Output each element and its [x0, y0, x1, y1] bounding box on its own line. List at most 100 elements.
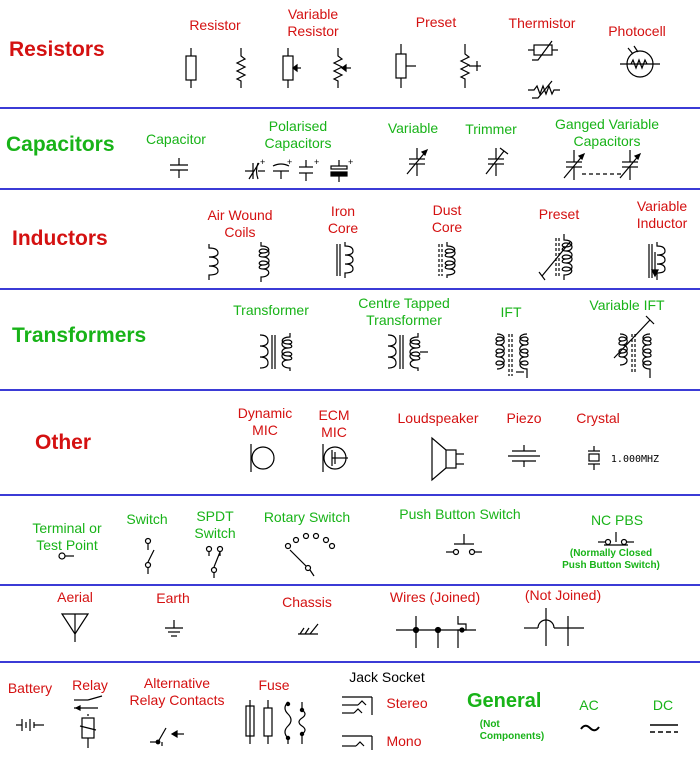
air-wound-coils-label: Air Wound Coils: [207, 207, 273, 240]
ac-symbol: [580, 724, 600, 732]
nc-push-button-symbol: [598, 532, 634, 546]
centre-tapped-transformer-label: Centre Tapped Transformer: [358, 295, 450, 328]
ganged-variable-capacitors-label: Ganged Variable Capacitors: [554, 116, 660, 149]
inductors-heading: Inductors: [12, 227, 108, 250]
earth-label: Earth: [156, 590, 190, 606]
mono-jack-symbol: [342, 735, 373, 750]
alt-relay-contacts-label: Alternative Relay Contacts: [129, 675, 225, 708]
other-heading: Other: [35, 431, 92, 454]
air-coil-loop-symbol: [258, 242, 270, 282]
divider: [0, 389, 700, 391]
transformer-symbol: [259, 333, 293, 371]
variable-resistor-box-symbol: [282, 48, 301, 88]
terminal-label: Terminal or Test Point: [32, 520, 102, 553]
svg-text:+: +: [348, 157, 353, 167]
divider: [0, 188, 700, 190]
divider: [0, 494, 700, 496]
variable-inductor-symbol: [648, 242, 666, 280]
nc-pbs-label: NC PBS: [590, 512, 644, 528]
variable-label: Variable: [387, 120, 439, 136]
dc-symbol: [650, 724, 678, 733]
fuse-label: Fuse: [258, 677, 290, 693]
chassis-symbol: [298, 623, 319, 635]
centre-tapped-transformer-symbol: [387, 333, 428, 371]
preset-inductor-symbol: [538, 234, 573, 281]
push-button-switch-label: Push Button Switch: [399, 506, 521, 522]
svg-text:+: +: [314, 157, 319, 167]
iron-core-label: Iron Core: [327, 203, 359, 236]
mono-label: Mono: [386, 733, 422, 749]
ganged-capacitors-symbol: [563, 150, 642, 180]
spdt-switch-symbol: [205, 545, 224, 578]
trimmer-label: Trimmer: [465, 121, 517, 137]
variable-resistor-zigzag-symbol: [332, 48, 351, 88]
battery-label: Battery: [7, 680, 53, 696]
thermistor-zigzag-symbol: [528, 80, 560, 99]
not-components-label: (Not Components): [479, 719, 545, 742]
resistor-label: Resistor: [189, 17, 241, 33]
capacitors-heading: Capacitors: [6, 133, 115, 156]
preset-zigzag-symbol: [459, 44, 481, 88]
piezo-symbol: [508, 445, 540, 467]
polarised-capacitors-label: Polarised Capacitors: [264, 118, 332, 151]
crystal-symbol: [588, 446, 600, 470]
earth-symbol: [165, 620, 183, 637]
rotary-switch-label: Rotary Switch: [263, 509, 351, 525]
divider: [0, 661, 700, 663]
loudspeaker-symbol: [431, 436, 464, 482]
loudspeaker-label: Loudspeaker: [397, 410, 479, 426]
transformer-label: Transformer: [233, 302, 309, 318]
photocell-symbol: [620, 45, 660, 78]
transformers-heading: Transformers: [12, 324, 147, 347]
divider: [0, 584, 700, 586]
variable-capacitor-symbol: [406, 148, 429, 176]
nc-pbs-note: (Normally Closed Push Button Switch): [562, 548, 660, 571]
not-joined-label: (Not Joined): [524, 587, 602, 603]
trimmer-symbol: [485, 147, 509, 176]
rotary-switch-symbol: [284, 532, 336, 577]
crystal-label: Crystal: [576, 410, 620, 426]
aerial-symbol: [60, 613, 90, 642]
dynamic-mic-label: Dynamic MIC: [237, 405, 293, 438]
capacitor-symbol: [170, 158, 188, 178]
switch-symbol: [144, 537, 155, 574]
jack-socket-label: Jack Socket: [349, 669, 425, 685]
resistors-heading: Resistors: [9, 38, 105, 61]
terminal-symbol: [58, 552, 74, 560]
wires-joined-label: Wires (Joined): [389, 589, 481, 605]
chassis-label: Chassis: [282, 594, 332, 610]
alt-relay-contacts-symbol: [150, 727, 184, 746]
wires-not-joined-symbol: [524, 608, 584, 646]
dynamic-mic-symbol: [250, 444, 275, 472]
spdt-switch-label: SPDT Switch: [194, 508, 236, 541]
switch-label: Switch: [126, 511, 168, 527]
resistor-box-symbol: [185, 48, 197, 88]
ift-symbol: [495, 333, 529, 378]
dc-label: DC: [652, 697, 674, 713]
general-heading: General: [467, 690, 542, 712]
push-button-switch-symbol: [446, 534, 482, 556]
dust-core-label: Dust Core: [431, 202, 463, 235]
ecm-mic-symbol: [322, 444, 348, 472]
polarised-capacitors-symbols: + + + +: [245, 157, 353, 182]
divider: [0, 288, 700, 290]
dust-core-inductor-symbol: [438, 242, 456, 278]
thermistor-label: Thermistor: [508, 15, 576, 31]
ac-label: AC: [579, 697, 599, 713]
stereo-jack-symbol: [342, 696, 373, 715]
divider: [0, 107, 700, 109]
variable-ift-symbol: [613, 315, 655, 378]
resistor-zigzag-symbol: [235, 48, 247, 88]
ift-label: IFT: [500, 304, 522, 320]
relay-label: Relay: [72, 677, 108, 693]
photocell-label: Photocell: [608, 23, 666, 39]
variable-resistor-label: Variable Resistor: [287, 6, 339, 39]
thermistor-box-symbol: [528, 40, 558, 61]
variable-inductor-label: Variable Inductor: [636, 198, 688, 231]
svg-text:+: +: [260, 157, 265, 167]
capacitor-label: Capacitor: [146, 131, 206, 147]
crystal-frequency: 1.000MHZ: [610, 454, 660, 465]
preset-inductor-label: Preset: [538, 206, 580, 222]
battery-symbol: [16, 719, 44, 731]
fuse-symbols: [245, 700, 306, 744]
